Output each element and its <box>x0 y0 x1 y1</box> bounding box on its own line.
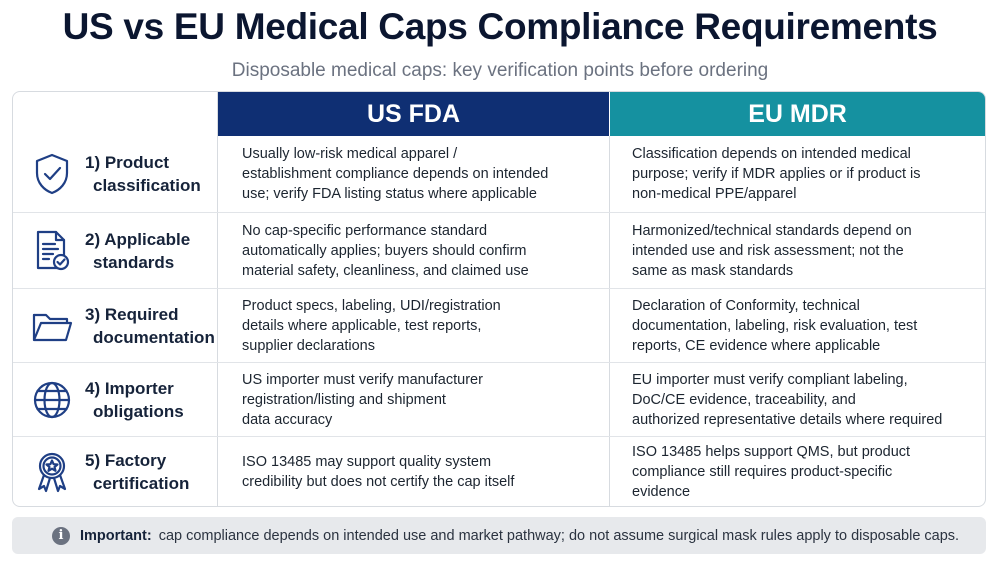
page-title: US vs EU Medical Caps Compliance Require… <box>62 6 938 47</box>
cell-line: same as mask standards <box>632 263 794 279</box>
cell-line: data accuracy <box>242 412 333 428</box>
eu-mdr-cell: Declaration of Conformity, technical doc… <box>610 289 985 363</box>
cell-line: credibility but does not certify the cap… <box>242 474 515 490</box>
cell-line: details where applicable, test reports, <box>242 318 482 334</box>
cell-line: reports, CE evidence where applicable <box>632 338 881 354</box>
cell-line: purpose; verify if MDR applies or if pro… <box>632 166 921 182</box>
row-label-line-1: 1) Product <box>85 153 170 172</box>
cell-line: supplier declarations <box>242 338 375 354</box>
info-icon: i <box>52 526 70 545</box>
important-note-bar: i Important: cap compliance depends on i… <box>12 517 986 554</box>
cell-line: DoC/CE evidence, traceability, and <box>632 392 856 408</box>
cell-line: intended use and risk assessment; not th… <box>632 243 904 259</box>
row-label-line-2: standards <box>93 253 175 272</box>
award-ribbon-icon <box>29 449 75 495</box>
comparison-table: US FDA EU MDR 1) Product classification … <box>12 91 986 507</box>
table-row: 3) Required documentation Product specs,… <box>13 288 985 363</box>
table-header-row: US FDA EU MDR <box>13 92 985 136</box>
cell-line: documentation, labeling, risk evaluation… <box>632 318 918 334</box>
page-subtitle: Disposable medical caps: key verificatio… <box>231 60 769 81</box>
row-label-line-2: obligations <box>93 402 184 421</box>
row-label-cell: 5) Factory certification <box>13 437 218 506</box>
header-blank-cell <box>13 92 218 136</box>
table-row: 2) Applicable standards No cap-specific … <box>13 212 985 289</box>
cell-line: ISO 13485 may support quality system <box>242 454 492 470</box>
table-row: 1) Product classification Usually low-ri… <box>13 136 985 212</box>
cell-line: Product specs, labeling, UDI/registratio… <box>242 298 501 314</box>
note-text: cap compliance depends on intended use a… <box>158 527 960 544</box>
table-row: 4) Importer obligations US importer must… <box>13 362 985 437</box>
cell-line: No cap-specific performance standard <box>242 223 488 239</box>
us-fda-cell: US importer must verify manufacturer reg… <box>218 363 610 437</box>
cell-line: automatically applies; buyers should con… <box>242 243 527 259</box>
cell-line: registration/listing and shipment <box>242 392 446 408</box>
us-fda-cell: Product specs, labeling, UDI/registratio… <box>218 289 610 363</box>
row-label-line-1: 4) Importer <box>85 379 174 398</box>
cell-line: ISO 13485 helps support QMS, but product <box>632 444 911 460</box>
us-fda-cell: ISO 13485 may support quality system cre… <box>218 437 610 506</box>
row-label-line-2: documentation <box>93 328 215 347</box>
row-label-line-2: certification <box>93 474 190 493</box>
row-label-line-1: 5) Factory <box>85 451 167 470</box>
eu-mdr-cell: Harmonized/technical standards depend on… <box>610 213 985 289</box>
cell-line: US importer must verify manufacturer <box>242 372 483 388</box>
cell-line: compliance still requires product-specif… <box>632 464 893 480</box>
eu-mdr-cell: EU importer must verify compliant labeli… <box>610 363 985 437</box>
us-fda-cell: Usually low-risk medical apparel / estab… <box>218 136 610 212</box>
cell-line: non-medical PPE/apparel <box>632 186 797 202</box>
cell-line: Usually low-risk medical apparel / <box>242 146 458 162</box>
document-check-icon <box>29 228 75 274</box>
cell-line: establishment compliance depends on inte… <box>242 166 549 182</box>
row-label-line-1: 3) Required <box>85 305 179 324</box>
us-fda-cell: No cap-specific performance standard aut… <box>218 213 610 289</box>
folder-icon <box>29 303 75 349</box>
eu-mdr-cell: Classification depends on intended medic… <box>610 136 985 212</box>
cell-line: authorized representative details where … <box>632 412 943 428</box>
table-row: 5) Factory certification ISO 13485 may s… <box>13 436 985 506</box>
cell-line: Classification depends on intended medic… <box>632 146 911 162</box>
row-label-cell: 3) Required documentation <box>13 289 218 363</box>
shield-check-icon <box>29 151 75 197</box>
globe-icon <box>29 377 75 423</box>
column-header-eu-mdr: EU MDR <box>610 92 985 136</box>
row-label-line-1: 2) Applicable <box>85 230 191 249</box>
cell-line: material safety, cleanliness, and claime… <box>242 263 529 279</box>
cell-line: Harmonized/technical standards depend on <box>632 223 912 239</box>
cell-line: evidence <box>632 484 691 500</box>
column-header-us-fda: US FDA <box>218 92 610 136</box>
row-label-cell: 2) Applicable standards <box>13 213 218 289</box>
cell-line: EU importer must verify compliant labeli… <box>632 372 908 388</box>
cell-line: Declaration of Conformity, technical <box>632 298 860 314</box>
row-label-line-2: classification <box>93 176 201 195</box>
cell-line: use; verify FDA listing status where app… <box>242 186 537 202</box>
row-label-cell: 4) Importer obligations <box>13 363 218 437</box>
row-label-cell: 1) Product classification <box>13 136 218 212</box>
eu-mdr-cell: ISO 13485 helps support QMS, but product… <box>610 437 985 506</box>
note-label: Important: <box>80 527 152 544</box>
